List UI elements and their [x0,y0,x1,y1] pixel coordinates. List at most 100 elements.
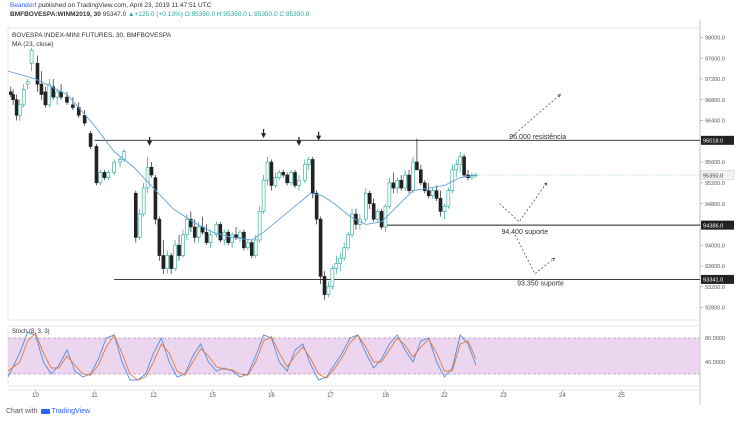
stoch-tick-label: 40.0000 [705,360,725,366]
candle-body [94,146,99,184]
level-price-label: 96018.0 [703,139,723,145]
change-text: ▲+125.0 (+0.13%) [128,11,183,18]
candle-body [173,244,177,269]
ma-legend: MA (23, close) [12,41,54,48]
candle-body [303,164,307,181]
candle-body [8,91,13,95]
level-price-tag [701,220,734,230]
candle-body [253,239,258,256]
candle-body [218,224,223,241]
tradingview-logo-icon [40,408,50,414]
candle-body [98,172,103,184]
candle-body [177,244,181,256]
price-tick-label: 93600.0 [705,264,725,270]
stoch-title: Stoch (8, 3, 3) [12,329,50,335]
candle-body [88,133,93,147]
candle-body [82,114,87,124]
candle-body [65,96,69,103]
candle-body [454,164,459,171]
candle-body [106,172,111,178]
time-tick-label: 24 [559,393,566,399]
time-tick-label: 23 [500,393,507,399]
candle-body [293,172,297,186]
candle-body [29,50,34,64]
candle-body [238,231,242,238]
author-link[interactable]: Beandorf [10,2,37,9]
candle-body [458,156,462,165]
time-tick-label: 17 [327,393,334,399]
candle-body [51,86,56,98]
candle-body [257,211,262,241]
candle-body [189,218,193,228]
candle-body [285,174,289,184]
candle-body [422,182,427,191]
time-tick-label: 15 [209,393,216,399]
time-tick-label: 11 [91,393,98,399]
legend-title: BOVESPA INDEX-MINI FUTURES, 30, BMFBOVES… [12,32,172,39]
candle-body [391,182,396,189]
candle-body [43,91,48,106]
price-tick-label: 97600.0 [705,56,725,62]
level-price-tag [701,274,734,284]
candle-body [39,83,44,95]
level-price-label: 94386.0 [703,223,723,229]
watermark-brand[interactable]: TradingView [51,408,91,415]
candle-body [426,190,431,197]
candle-body [442,205,447,212]
candle-body [137,213,142,238]
candle-body [249,242,254,256]
stoch-tick-label: 80.0000 [705,336,725,342]
candle-body [246,242,250,249]
candle-body [277,172,282,178]
time-tick-label: 16 [268,393,275,399]
candle-body [11,94,15,101]
projection-arrowhead-icon [551,257,556,262]
time-tick-label: 22 [441,393,448,399]
price-tick-label: 95600.0 [705,160,725,166]
down-arrow-icon [147,140,153,146]
candle-body [141,187,146,215]
candle-body [157,218,162,256]
published-text: published on TradingView.com, April 23, … [38,2,212,9]
candle-body [338,257,343,264]
price-tick-label: 96800.0 [705,98,725,104]
candle-body [403,174,407,189]
candle-body [133,192,138,238]
level-price-label: 93341.0 [703,278,723,284]
last-price-tag [700,170,735,180]
candle-body [118,159,122,163]
price-tick-label: 98000.0 [705,36,725,42]
symbol-text: BMFBOVESPA:WINM2019, 30 [10,11,101,18]
price-tick-label: 94800.0 [705,202,725,208]
down-arrow-icon [296,140,302,146]
candle-body [462,156,466,176]
candle-body [269,161,274,186]
candle-body [318,218,323,277]
candle-body [149,166,154,176]
time-tick-label: 18 [382,393,389,399]
price-tick-label: 95200.0 [705,181,725,187]
candle-body [14,99,19,116]
candle-body [261,179,266,212]
candle-body [411,161,415,191]
candle-body [363,192,368,220]
candle-body [25,81,30,85]
candle-body [322,276,327,295]
candle-body [185,218,189,236]
last-price-text: 95347.0 [102,11,127,18]
candle-body [165,255,170,269]
candle-body [450,169,455,191]
candle-body [234,234,238,238]
candle-body [375,211,380,220]
projection-arrowhead-icon [543,182,548,186]
price-pane-frame [7,27,701,321]
candle-body [399,179,403,189]
time-tick-label: 25 [618,393,625,399]
candle-body [306,159,311,165]
level-price-tag [701,135,734,145]
candle-body [367,192,372,204]
candle-body [281,172,286,176]
candle-body [161,255,166,269]
candle-body [446,190,451,207]
